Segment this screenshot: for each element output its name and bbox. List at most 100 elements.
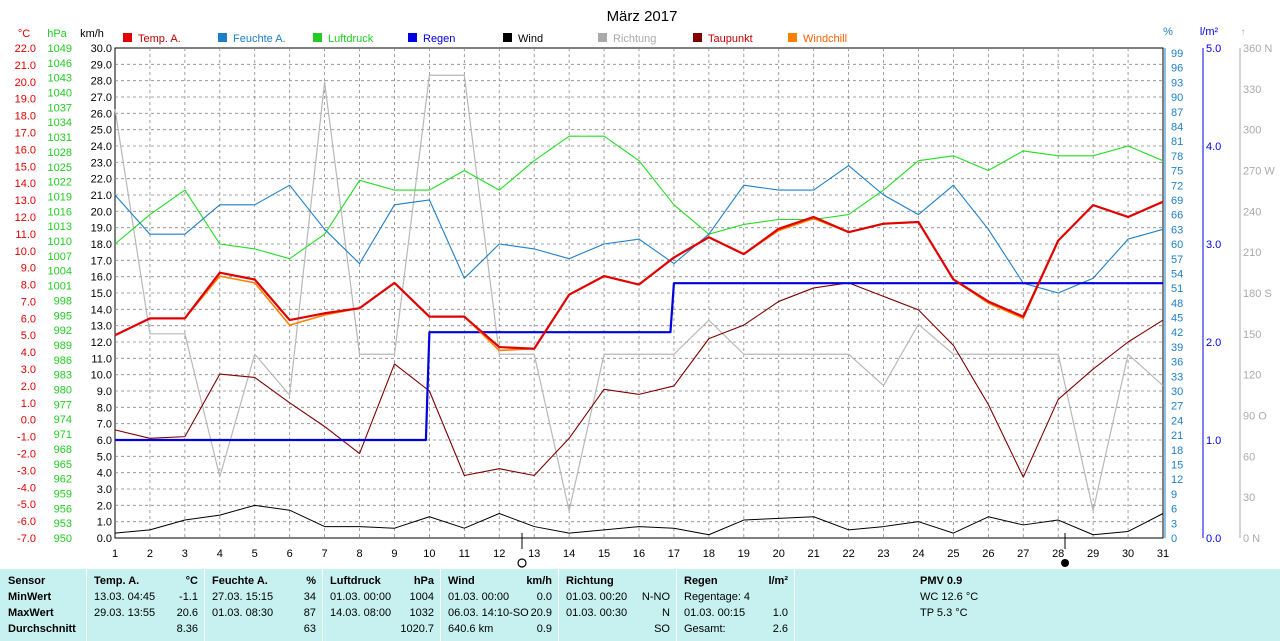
temp-tick-label: 8.0	[21, 280, 36, 292]
temp-tick-label: 11.0	[15, 229, 36, 241]
direction-max-time: 01.03. 00:30	[566, 607, 628, 619]
wind-tick-label: 16.0	[91, 272, 112, 284]
unit-temp: °C	[18, 28, 30, 40]
humidity-column: Feuchte A. % 27.03. 15:15 34 01.03. 08:3…	[205, 569, 322, 641]
direction-tick-label: 270 W	[1243, 166, 1275, 178]
pressure-avg: 1020.7	[400, 623, 434, 635]
wind-tick-label: 3.0	[97, 484, 112, 496]
legend-swatch	[503, 33, 512, 42]
pressure-tick-label: 1022	[48, 177, 72, 189]
temp-tick-label: 22.0	[15, 43, 36, 55]
wind-unit: km/h	[526, 575, 552, 587]
x-tick-label: 30	[1122, 548, 1134, 560]
x-tick-label: 3	[182, 548, 188, 560]
humidity-tick-label: 78	[1171, 151, 1183, 163]
pressure-min-time: 01.03. 00:00	[330, 591, 392, 603]
wind-tick-label: 20.0	[91, 206, 112, 218]
pressure-tick-label: 1046	[48, 58, 72, 70]
humidity-max-val: 87	[303, 607, 316, 619]
x-tick-label: 23	[877, 548, 889, 560]
legend-label: Windchill	[803, 33, 847, 45]
x-tick-label: 11	[459, 548, 470, 560]
pressure-tick-label: 980	[54, 385, 72, 397]
pressure-tick-label: 1049	[48, 43, 72, 55]
humidity-tick-label: 0	[1171, 533, 1177, 545]
x-tick-label: 21	[808, 548, 820, 560]
wind-min-time: 01.03. 00:00	[448, 591, 510, 603]
pmv-column: PMV 0.9 WC 12.6 °C TP 5.3 °C	[795, 569, 1095, 641]
x-tick-label: 10	[423, 548, 435, 560]
pmv-title: PMV 0.9	[920, 575, 963, 587]
x-tick-label: 9	[391, 548, 397, 560]
humidity-tick-label: 99	[1171, 48, 1183, 60]
rain-tick-label: 1.0	[1206, 435, 1221, 447]
direction-tick-label: 360 N	[1243, 43, 1272, 55]
humidity-tick-label: 81	[1171, 136, 1183, 148]
x-tick-label: 22	[842, 548, 854, 560]
wind-avg: 0.9	[536, 623, 552, 635]
pressure-tick-label: 1016	[48, 206, 72, 218]
x-tick-label: 20	[773, 548, 785, 560]
temp-tick-label: -4.0	[17, 482, 36, 494]
x-tick-label: 1	[112, 548, 118, 560]
humidity-tick-label: 51	[1171, 283, 1183, 295]
temp-tick-label: 10.0	[15, 246, 36, 258]
humidity-tick-label: 96	[1171, 63, 1183, 75]
pressure-tick-label: 995	[54, 310, 72, 322]
humidity-tick-label: 27	[1171, 401, 1183, 413]
pressure-unit: hPa	[413, 575, 434, 587]
direction-tick-label: 0 N	[1243, 533, 1260, 545]
x-tick-label: 16	[633, 548, 645, 560]
pressure-max-time: 14.03. 08:00	[330, 607, 392, 619]
humidity-max-time: 01.03. 08:30	[212, 607, 274, 619]
wind-tick-label: 11.0	[91, 353, 112, 365]
legend-label: Luftdruck	[328, 33, 374, 45]
pressure-tick-label: 1028	[48, 147, 72, 159]
temp-tick-label: -1.0	[17, 432, 36, 444]
rain-unit: l/m²	[768, 575, 788, 587]
unit-rain: l/m²	[1200, 26, 1219, 38]
humidity-tick-label: 66	[1171, 210, 1183, 222]
direction-tick-label: 120	[1243, 370, 1261, 382]
humidity-tick-label: 84	[1171, 121, 1183, 133]
wind-tick-label: 13.0	[91, 321, 112, 333]
temp-tick-label: 5.0	[21, 330, 36, 342]
humidity-tick-label: 3	[1171, 518, 1177, 530]
direction-column: Richtung 01.03. 00:20 N-NO 01.03. 00:30 …	[559, 569, 676, 641]
humidity-unit: %	[306, 575, 316, 587]
temp-tick-label: 2.0	[21, 381, 36, 393]
temp-tick-label: 12.0	[15, 212, 36, 224]
rain-days: Regentage: 4	[684, 591, 751, 603]
x-tick-label: 19	[738, 548, 750, 560]
humidity-tick-label: 63	[1171, 224, 1183, 236]
pressure-tick-label: 1034	[48, 117, 72, 129]
direction-tick-label: 240	[1243, 206, 1261, 218]
temp-tick-label: 21.0	[15, 60, 36, 72]
unit-wind: km/h	[80, 28, 104, 40]
wind-tick-label: 15.0	[91, 288, 112, 300]
series-line-luftdruck	[114, 135, 1164, 260]
temp-tick-label: 14.0	[15, 178, 36, 190]
pressure-tick-label: 998	[54, 295, 72, 307]
wind-tick-label: 7.0	[97, 419, 112, 431]
pressure-tick-label: 965	[54, 459, 72, 471]
wind-tick-label: 27.0	[91, 92, 112, 104]
wind-tick-label: 5.0	[97, 451, 112, 463]
temp-tick-label: 3.0	[21, 364, 36, 376]
wind-tick-label: 23.0	[91, 157, 112, 169]
temp-min-val: -1.1	[179, 591, 198, 603]
unit-pressure: hPa	[47, 28, 67, 40]
wind-tick-label: 10.0	[91, 370, 112, 382]
series-layer	[114, 74, 1164, 536]
wind-max-time: 06.03. 14:10-SO	[448, 607, 529, 619]
chart-title: März 2017	[607, 8, 678, 25]
rain-tick-label: 3.0	[1206, 239, 1221, 251]
direction-tick-label: 300	[1243, 125, 1261, 137]
pressure-tick-label: 1004	[48, 266, 72, 278]
wind-max-val: 20.9	[530, 607, 552, 619]
series-line-wind	[114, 504, 1164, 536]
moon-phases	[517, 533, 1069, 568]
x-tick-label: 5	[252, 548, 258, 560]
temp-tick-label: 1.0	[21, 398, 36, 410]
x-tick-label: 28	[1052, 548, 1064, 560]
